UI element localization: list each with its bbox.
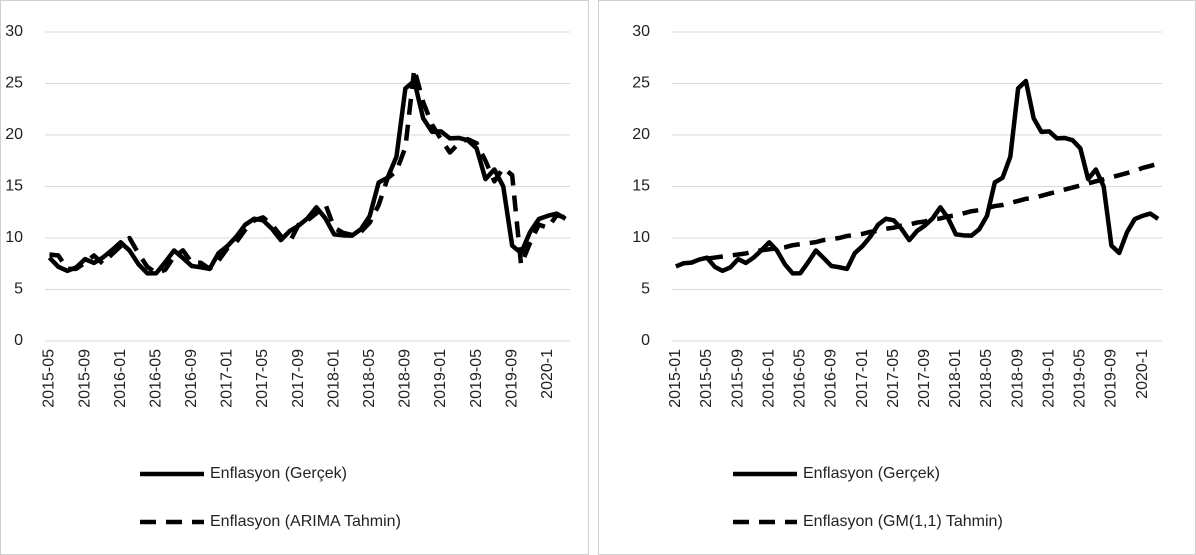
y-tick-label: 0 [641,332,650,349]
y-tick-label: 5 [641,281,650,298]
y-tick-label: 20 [5,126,23,143]
x-tick-label: 2017-05 [885,349,902,408]
x-tick-label: 2017-01 [219,349,236,408]
x-tick-label: 2017-09 [916,349,933,408]
data-line [49,66,567,276]
x-tick-label: 2016-05 [792,349,809,408]
x-tick-label: 2015-05 [41,349,58,408]
x-tick-label: 2017-09 [290,349,307,408]
x-tick-label: 2016-01 [760,349,777,408]
legend-label: Enflasyon (Gerçek) [803,465,940,482]
x-tick-label: 2019-09 [503,349,520,408]
y-tick-label: 15 [5,178,23,195]
x-tick-label: 2018-01 [947,349,964,408]
y-tick-label: 10 [5,229,23,246]
x-tick-label: 2016-05 [147,349,164,408]
x-tick-label: 2018-01 [325,349,342,408]
x-tick-label: 2018-09 [1009,349,1026,408]
y-tick-label: 0 [14,332,23,349]
y-tick-label: 30 [5,23,23,40]
y-tick-label: 10 [632,229,650,246]
x-tick-label: 2016-09 [183,349,200,408]
x-tick-label: 2019-09 [1103,349,1120,408]
x-tick-label: 2020-1 [539,349,556,399]
x-tick-label: 2019-01 [1040,349,1057,408]
x-tick-label: 2018-05 [978,349,995,408]
y-tick-label: 25 [632,75,650,92]
y-tick-label: 30 [632,23,650,40]
y-tick-label: 15 [632,178,650,195]
x-tick-label: 2018-09 [397,349,414,408]
x-tick-label: 2017-01 [854,349,871,408]
y-tick-label: 5 [14,281,23,298]
x-tick-label: 2016-01 [112,349,129,408]
x-tick-label: 2015-01 [667,349,684,408]
legend-label: Enflasyon (ARIMA Tahmin) [210,513,401,530]
x-tick-label: 2019-05 [1072,349,1089,408]
x-tick-label: 2015-09 [76,349,93,408]
x-tick-label: 2019-05 [468,349,485,408]
data-line [675,78,1160,276]
x-tick-label: 2020-1 [1134,349,1151,399]
legend-label: Enflasyon (GM(1,1) Tahmin) [803,513,1003,530]
legend-label: Enflasyon (Gerçek) [210,465,347,482]
x-tick-label: 2015-09 [729,349,746,408]
panel-border [598,0,1196,555]
panel-border [0,0,589,555]
x-tick-label: 2017-05 [254,349,271,408]
x-tick-label: 2019-01 [432,349,449,408]
x-tick-label: 2016-09 [823,349,840,408]
y-tick-label: 20 [632,126,650,143]
y-tick-label: 25 [5,75,23,92]
x-tick-label: 2015-05 [698,349,715,408]
x-tick-label: 2018-05 [361,349,378,408]
